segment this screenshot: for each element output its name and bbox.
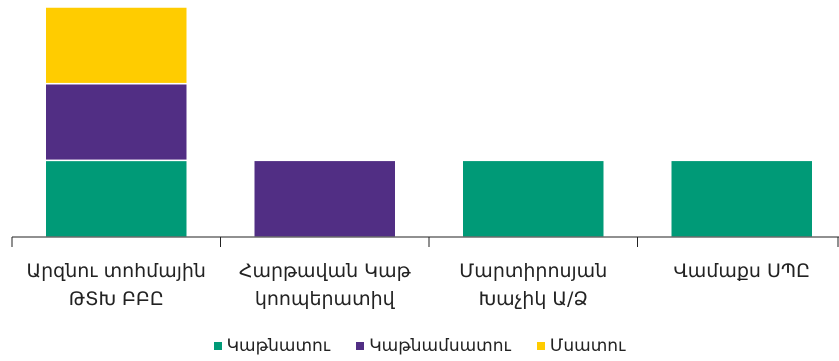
legend-item: Կաթնամսատու xyxy=(356,336,511,356)
x-tick-label: Արզնու տոհմային ԹՏԽ ԲԲԸ xyxy=(26,260,206,310)
legend-label: Մսատու xyxy=(549,336,626,356)
bar-segment-2-series-2 xyxy=(253,159,397,238)
bar-segment-1-series-2 xyxy=(44,82,188,162)
legend-swatch xyxy=(356,342,365,350)
chart-legend: Կաթնատու Կաթնամսատու Մսատու xyxy=(0,336,839,356)
bar-segment-1-series-3 xyxy=(44,6,188,85)
x-tick-label: Հարթավան Կաթ կոոպերատիվ xyxy=(238,260,411,310)
legend-label: Կաթնամսատու xyxy=(369,336,511,356)
bar-segment-1-series-1 xyxy=(44,159,188,238)
legend-label: Կաթնատու xyxy=(226,336,331,356)
x-tick-label: Մարտիրոսյան Խաչիկ Ա/Ձ xyxy=(459,260,608,310)
bar-segment-3-series-1 xyxy=(461,159,605,238)
legend-item: Կաթնատու xyxy=(213,336,331,356)
legend-item: Մսատու xyxy=(536,336,626,356)
legend-swatch xyxy=(213,342,222,350)
bar-segment-4-series-1 xyxy=(670,159,814,238)
legend-swatch xyxy=(536,342,545,350)
x-tick-label: Վամաքս ՍՊԸ xyxy=(673,260,811,282)
